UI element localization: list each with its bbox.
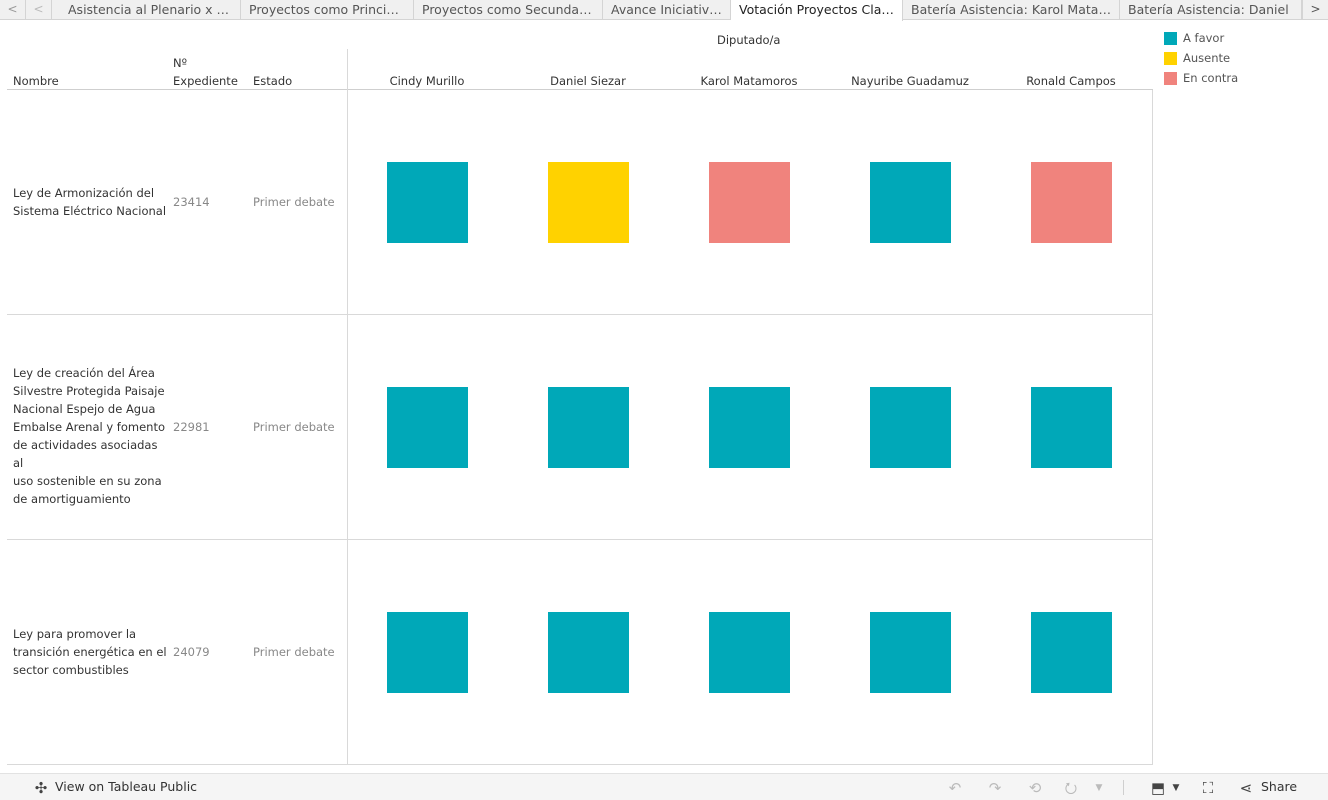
column-divider-right <box>1152 90 1153 765</box>
undo-icon[interactable]: ↶ <box>948 779 962 797</box>
column-header-expediente: Expediente <box>173 74 238 88</box>
fullscreen-icon[interactable]: ⛶ <box>1202 779 1214 797</box>
column-header-diputado: Ronald Campos <box>1026 74 1116 88</box>
column-header-expediente-num: Nº <box>173 56 188 70</box>
column-header-diputado: Nayuribe Guadamuz <box>851 74 969 88</box>
project-name: Ley de creación del Área Silvestre Proteg… <box>13 364 171 508</box>
legend-label: Ausente <box>1183 51 1231 65</box>
project-expediente: 24079 <box>173 644 210 659</box>
refresh-icon[interactable]: ⭮ <box>1064 779 1078 797</box>
legend-swatch <box>1164 52 1177 65</box>
row-divider <box>7 539 1153 540</box>
header-divider <box>7 89 1153 90</box>
project-expediente: 23414 <box>173 194 210 209</box>
vote-mark[interactable] <box>387 386 468 468</box>
vote-mark[interactable] <box>870 161 951 243</box>
vote-mark[interactable] <box>548 611 629 693</box>
vote-mark[interactable] <box>709 161 790 243</box>
vote-mark[interactable] <box>387 611 468 693</box>
vote-mark[interactable] <box>709 386 790 468</box>
tab-scroll-prev-button[interactable]: < <box>26 0 52 19</box>
column-header-diputado: Cindy Murillo <box>389 74 465 88</box>
chevron-down-icon[interactable]: ▼ <box>1095 783 1103 793</box>
column-header-diputado: Daniel Siezar <box>550 74 626 88</box>
share-button[interactable]: Share <box>1261 779 1298 794</box>
tableau-icon: ✣ <box>34 779 48 797</box>
view-on-tableau-link[interactable]: View on Tableau Public <box>55 779 198 794</box>
project-name-line: sector combustibles <box>13 662 129 677</box>
tableau-toolbar: ✣ View on Tableau Public ↶ ↷ ⟲ ⭮ ▼ ⬒ ▼ ⛶… <box>0 773 1328 800</box>
revert-icon[interactable]: ⟲ <box>1028 779 1042 797</box>
group-header-diputado: Diputado/a <box>717 33 781 47</box>
project-expediente: 22981 <box>173 419 210 434</box>
tab-proyectos-principal[interactable]: Proyectos como Principal <box>241 0 414 19</box>
row-divider <box>7 314 1153 315</box>
column-header-estado: Estado <box>253 74 293 88</box>
tab-bateria-daniel[interactable]: Batería Asistencia: Daniel <box>1120 0 1302 19</box>
tab-proyectos-secundario[interactable]: Proyectos como Secundario <box>414 0 603 19</box>
chevron-left-icon: < <box>33 2 44 16</box>
vote-mark[interactable] <box>1031 386 1112 468</box>
project-name: Ley de Armonización del Sistema Eléctrico… <box>13 184 171 220</box>
project-name-line: uso sostenible en su zona <box>13 473 162 488</box>
legend-label: A favor <box>1183 31 1225 45</box>
project-name-line: Embalse Arenal y fomento <box>13 419 165 434</box>
project-estado: Primer debate <box>253 419 335 434</box>
column-divider <box>347 49 348 765</box>
tab-scroll-next-button[interactable]: > <box>1302 0 1328 19</box>
share-icon[interactable]: ⋖ <box>1239 779 1253 797</box>
vote-mark[interactable] <box>1031 161 1112 243</box>
column-header-nombre: Nombre <box>13 74 59 88</box>
toolbar-separator <box>1123 780 1124 795</box>
chevron-right-icon: > <box>1310 2 1321 16</box>
vote-mark[interactable] <box>1031 611 1112 693</box>
vote-mark[interactable] <box>548 161 629 243</box>
chevron-down-icon[interactable]: ▼ <box>1172 783 1180 793</box>
project-name-line: de actividades asociadas al <box>13 437 158 470</box>
tab-bateria-karol[interactable]: Batería Asistencia: Karol Matamoros <box>903 0 1120 19</box>
legend-swatch <box>1164 32 1177 45</box>
vote-mark[interactable] <box>709 611 790 693</box>
project-name-line: transición energética en el <box>13 644 167 659</box>
tab-scroll-first-button[interactable]: < <box>0 0 26 19</box>
sheet-tab-bar: < < Asistencia al Plenario x Dip Proyect… <box>0 0 1328 21</box>
tab-asistencia-plenario[interactable]: Asistencia al Plenario x Dip <box>60 0 241 19</box>
project-estado: Primer debate <box>253 644 335 659</box>
download-icon[interactable]: ⬒ <box>1150 779 1166 797</box>
redo-icon[interactable]: ↷ <box>988 779 1002 797</box>
project-name-line: Ley de creación del Área <box>13 365 155 380</box>
tab-avance-iniciativas[interactable]: Avance Iniciativas <box>603 0 731 19</box>
vote-mark[interactable] <box>548 386 629 468</box>
row-divider <box>7 764 1153 765</box>
chevron-left-icon: < <box>7 2 18 16</box>
project-name: Ley para promover la transición energétic… <box>13 625 171 679</box>
vote-mark[interactable] <box>387 161 468 243</box>
project-name-line: Sistema Eléctrico Nacional <box>13 203 167 218</box>
tab-votacion-proyectos-clave[interactable]: Votación Proyectos Clave <box>731 0 903 21</box>
project-name-line: Ley de Armonización del <box>13 185 155 200</box>
project-name-line: de amortiguamiento <box>13 491 131 506</box>
legend-swatch <box>1164 72 1177 85</box>
project-name-line: Nacional Espejo de Agua <box>13 401 156 416</box>
vote-mark[interactable] <box>870 611 951 693</box>
project-name-line: Ley para promover la <box>13 626 137 641</box>
column-header-diputado: Karol Matamoros <box>700 74 798 88</box>
legend-label: En contra <box>1183 71 1239 85</box>
project-name-line: Silvestre Protegida Paisaje <box>13 383 165 398</box>
project-estado: Primer debate <box>253 194 335 209</box>
vote-mark[interactable] <box>870 386 951 468</box>
